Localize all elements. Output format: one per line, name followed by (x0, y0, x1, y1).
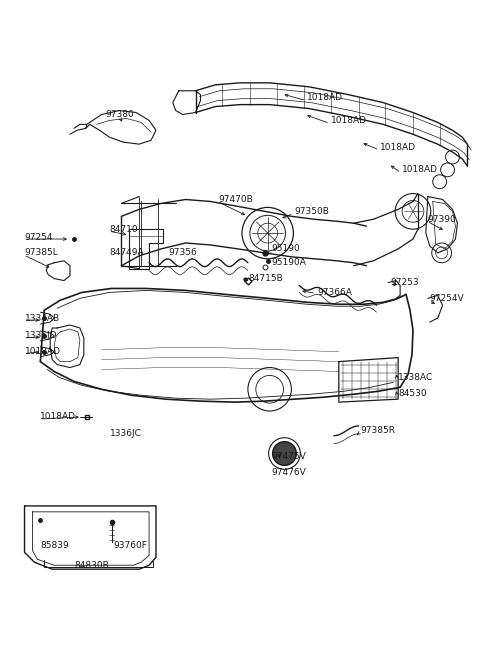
Text: 95190A: 95190A (272, 258, 307, 267)
Text: 1018AD: 1018AD (307, 93, 343, 102)
Text: 97366A: 97366A (317, 288, 352, 297)
Text: 84715B: 84715B (248, 274, 283, 283)
Text: 97356: 97356 (169, 248, 198, 257)
Text: 97254: 97254 (24, 233, 53, 242)
Text: 1334AB: 1334AB (24, 314, 60, 323)
Text: 84830B: 84830B (74, 561, 108, 570)
Text: 97350B: 97350B (294, 207, 329, 216)
Text: 85839: 85839 (40, 541, 69, 550)
Text: 84749A: 84749A (109, 248, 144, 257)
Text: 97253: 97253 (390, 278, 419, 287)
Text: 1335JD: 1335JD (24, 331, 57, 341)
Text: 97470B: 97470B (218, 195, 253, 204)
Text: 1338AC: 1338AC (398, 373, 433, 382)
Text: 97390: 97390 (428, 215, 456, 224)
Text: 1018AD: 1018AD (24, 347, 60, 356)
Text: 1336JC: 1336JC (109, 429, 142, 438)
Text: 84710: 84710 (109, 225, 138, 234)
Circle shape (273, 441, 296, 466)
Text: 1018AD: 1018AD (402, 165, 438, 174)
Text: 1018AD: 1018AD (331, 116, 367, 125)
Text: 97385L: 97385L (24, 248, 58, 257)
Text: 97380: 97380 (105, 110, 134, 119)
Text: 1018AD: 1018AD (40, 413, 76, 421)
Text: 97476V: 97476V (272, 468, 306, 477)
Text: 95190: 95190 (272, 244, 300, 253)
Text: 97475V: 97475V (272, 452, 306, 461)
Text: 84530: 84530 (398, 388, 427, 398)
Text: 97254V: 97254V (430, 294, 465, 303)
Text: 93760F: 93760F (113, 541, 147, 550)
Text: 1018AD: 1018AD (380, 143, 416, 151)
Text: 97385R: 97385R (360, 426, 396, 436)
